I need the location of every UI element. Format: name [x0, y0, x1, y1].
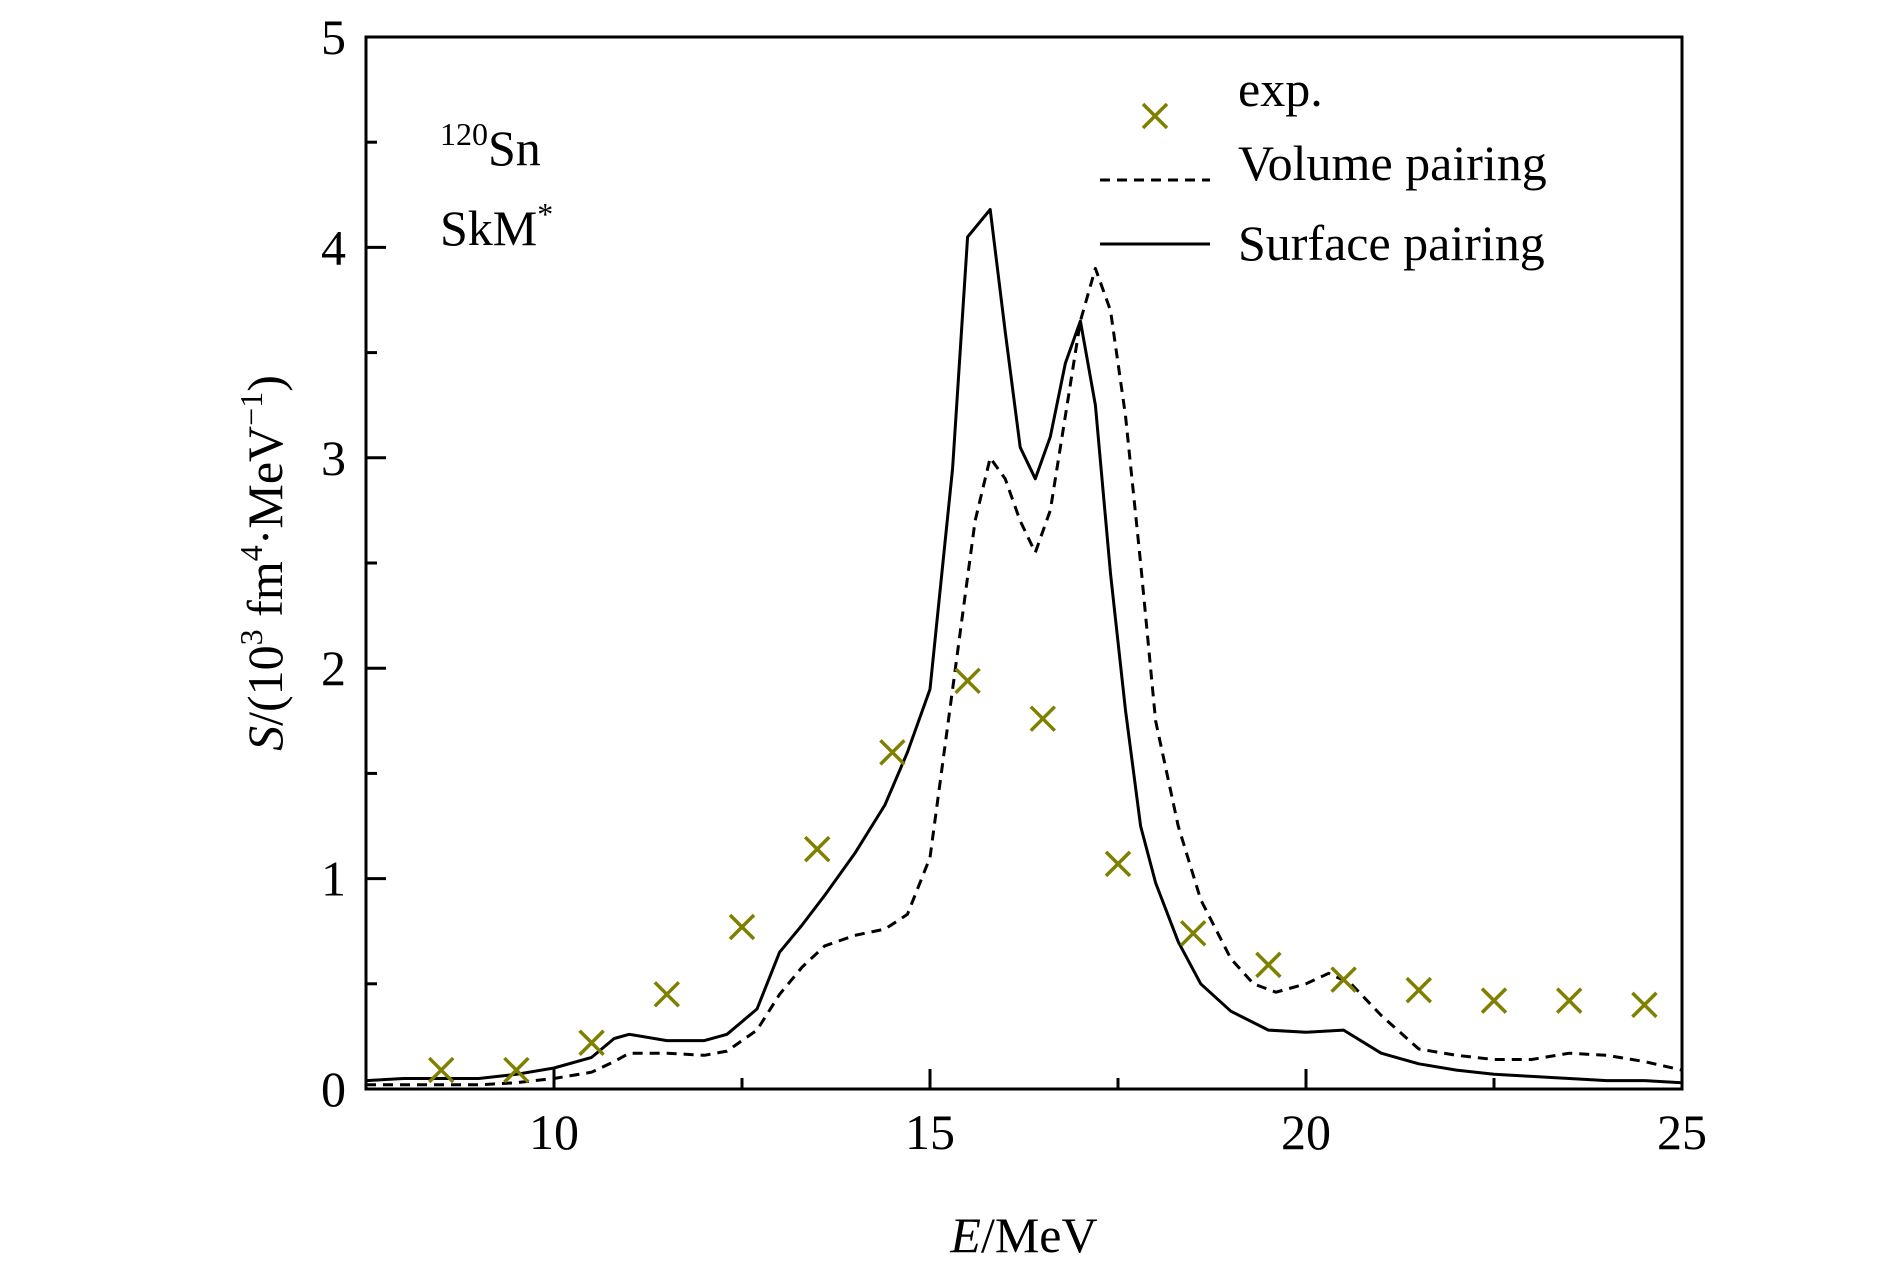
exp-point: [1555, 987, 1583, 1014]
nucleus-annotation: 120Sn: [440, 116, 541, 176]
exp-point: [578, 1029, 605, 1056]
exp-point: [427, 1056, 455, 1084]
exp-markers: [427, 667, 1658, 1084]
y-tick-label: 3: [321, 430, 346, 486]
x-tick-label: 10: [529, 1104, 579, 1160]
y-tick-label: 0: [321, 1061, 346, 1117]
exp-point: [1631, 991, 1658, 1019]
volume-pairing-line: [366, 266, 1682, 1087]
x-tick-label: 20: [1281, 1104, 1331, 1160]
surface-pairing-line: [366, 208, 1682, 1085]
exp-point: [879, 739, 906, 766]
x-axis: 10 15 20 25: [364, 1069, 1707, 1160]
exp-point: [1255, 951, 1282, 979]
legend-label-surface: Surface pairing: [1238, 215, 1545, 271]
exp-point: [653, 981, 681, 1008]
legend-label-volume: Volume pairing: [1238, 135, 1547, 191]
x-axis-title: E/MeV: [949, 1207, 1097, 1262]
exp-point: [1029, 705, 1057, 732]
force-annotation: SkM*: [440, 196, 553, 256]
y-tick-label: 2: [321, 640, 346, 696]
exp-point: [1104, 850, 1132, 878]
exp-point: [1480, 987, 1508, 1014]
series-layer: [366, 208, 1682, 1087]
plot-frame: [364, 35, 1684, 1091]
x-tick-label: 15: [905, 1104, 955, 1160]
y-tick-label: 4: [321, 219, 346, 275]
legend-exp-cross: [1141, 102, 1169, 130]
y-axis-title: S/(103 fm4·MeV−1): [233, 375, 293, 751]
exp-point: [803, 835, 831, 863]
y-tick-label: 1: [321, 851, 346, 907]
legend-label-exp: exp.: [1238, 61, 1323, 117]
exp-point: [503, 1056, 530, 1084]
exp-point: [1179, 920, 1207, 947]
y-axis: 0 1 2 3 4 5: [321, 9, 386, 1117]
y-tick-label: 5: [321, 9, 346, 65]
exp-point: [728, 913, 756, 941]
x-tick-label: 25: [1657, 1104, 1707, 1160]
exp-point: [954, 667, 981, 695]
legend: exp. Volume pairing Surface pairing: [1100, 61, 1547, 271]
legend-exp-marker: [1141, 102, 1169, 130]
exp-point: [1330, 966, 1357, 993]
exp-point: [1405, 976, 1433, 1004]
